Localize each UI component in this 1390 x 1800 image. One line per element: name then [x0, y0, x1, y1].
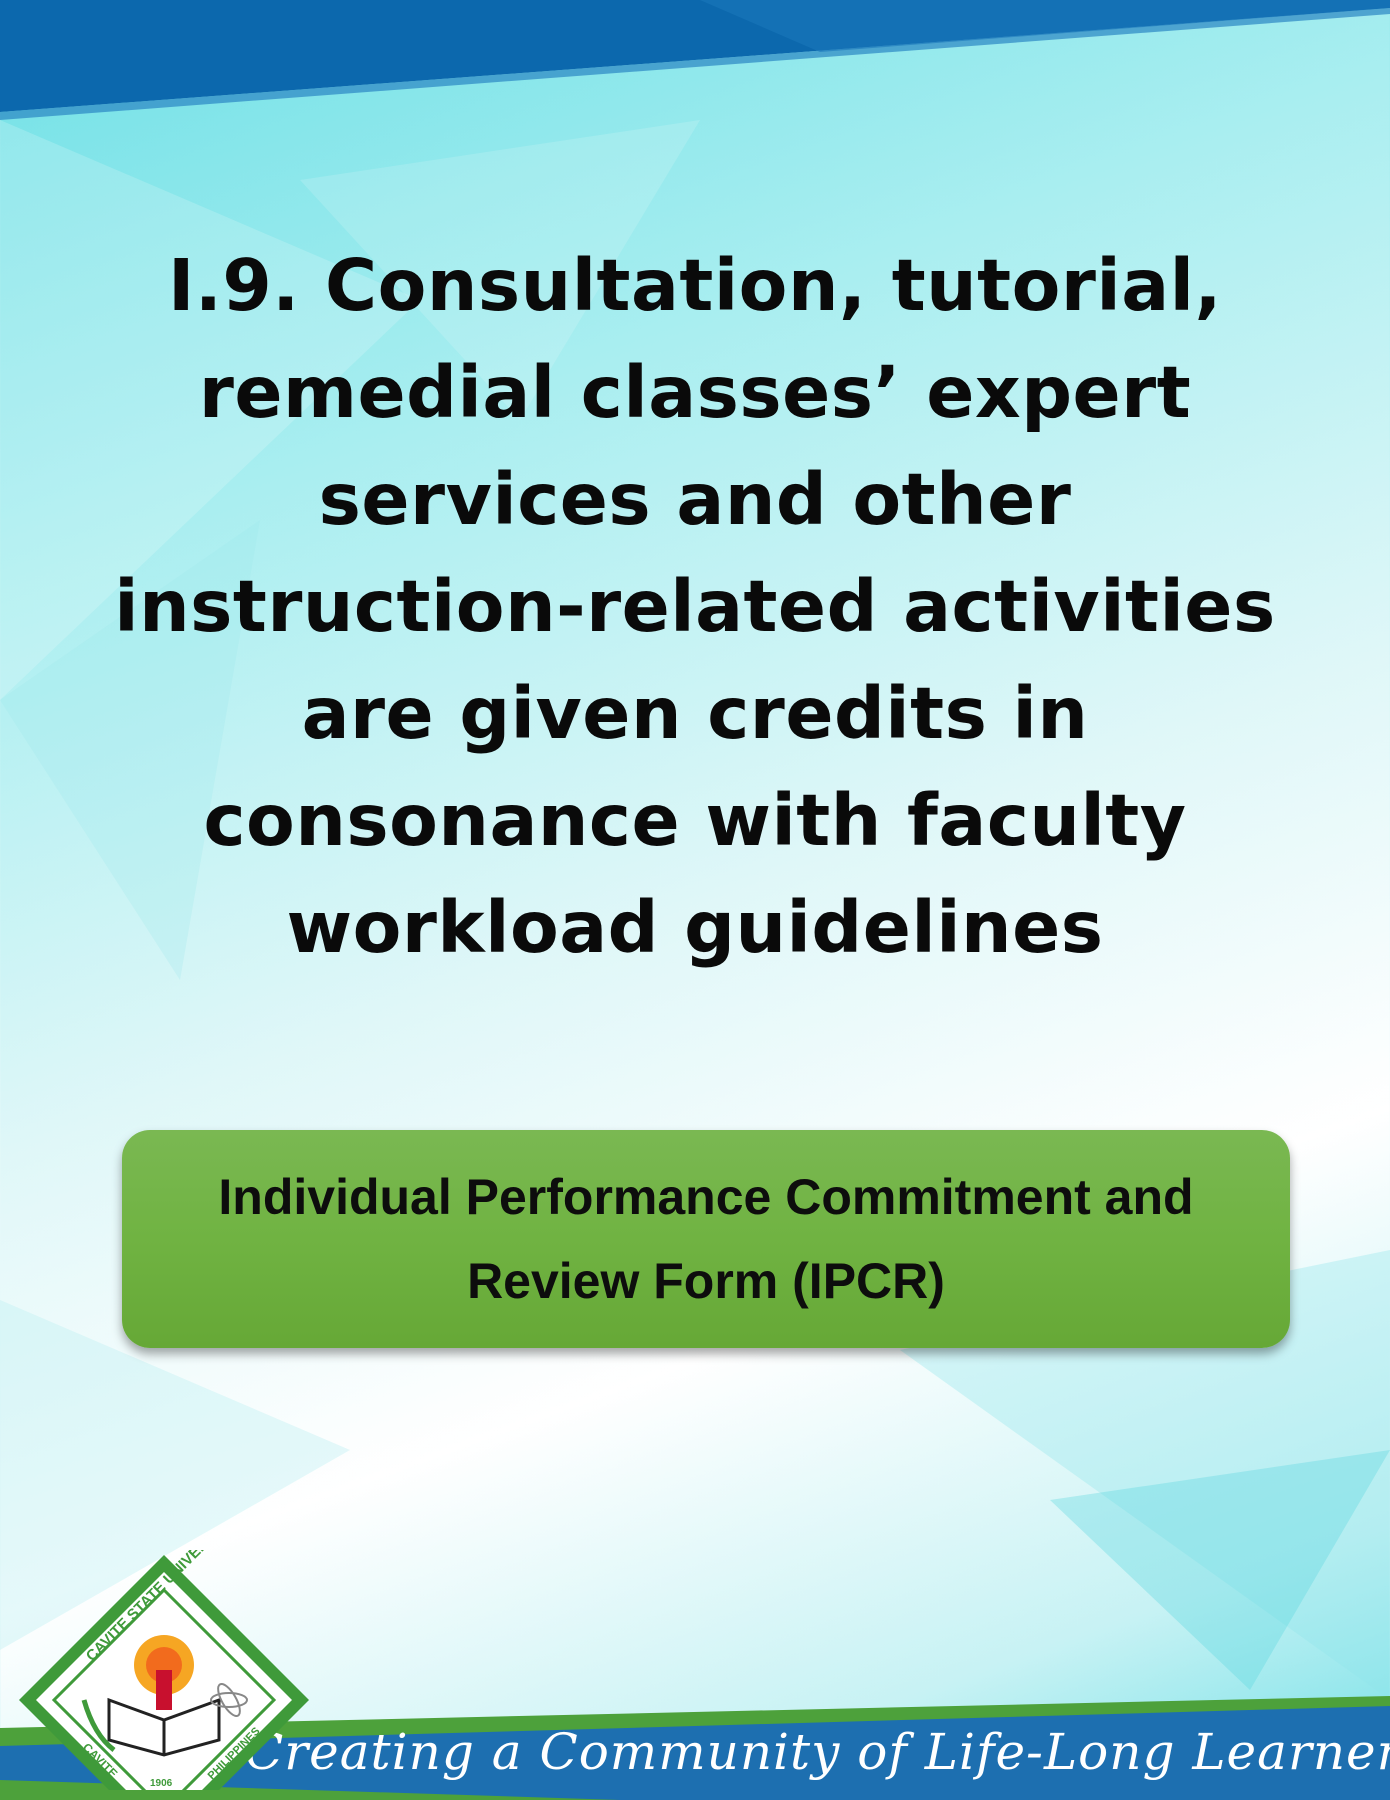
footer-tagline: Creating a Community of Life-Long Learne…: [245, 1723, 1390, 1781]
university-seal-logo: CAVITE STATE UNIVERSITY CAVITE PHILIPPIN…: [19, 1550, 309, 1790]
page-heading: I.9. Consultation, tutorial, remedial cl…: [114, 244, 1276, 969]
top-banner: [0, 0, 1390, 120]
svg-text:1906: 1906: [150, 1778, 173, 1789]
ipcr-form-button[interactable]: Individual Performance Commitment and Re…: [122, 1130, 1290, 1348]
ipcr-form-label: Individual Performance Commitment and Re…: [218, 1169, 1194, 1309]
